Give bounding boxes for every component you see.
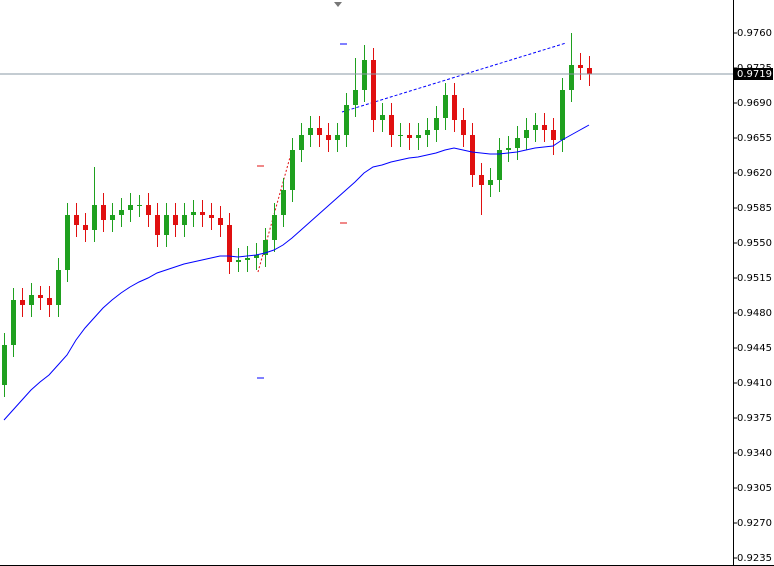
candle-body	[569, 65, 574, 90]
candle-body	[20, 300, 25, 305]
current-price-box	[734, 68, 773, 80]
candle-body	[398, 135, 403, 136]
candle-body	[389, 115, 394, 135]
candle-body	[155, 215, 160, 235]
y-tick-label: 0.9690	[737, 98, 772, 109]
candle-body	[74, 215, 79, 225]
candle-body	[182, 215, 187, 225]
candle-body	[587, 68, 592, 74]
candle-body	[83, 225, 88, 230]
candle-body	[110, 215, 115, 220]
candle-body	[488, 180, 493, 185]
candle-body	[290, 150, 295, 190]
candle-body	[515, 138, 520, 148]
candle-body	[353, 90, 358, 105]
y-tick-label: 0.9410	[737, 378, 772, 389]
candle-body	[371, 60, 376, 120]
fractals	[257, 43, 347, 379]
candle-body	[29, 295, 34, 305]
candle-body	[362, 60, 367, 90]
candle-body	[119, 210, 124, 215]
candle-body	[56, 270, 61, 305]
candle-body	[200, 212, 205, 215]
candle-body	[425, 130, 430, 135]
candle-body	[407, 135, 412, 138]
candle-body	[452, 95, 457, 120]
candle-body	[344, 105, 349, 135]
candle-body	[461, 120, 466, 135]
candle-body	[470, 135, 475, 175]
candle-body	[560, 90, 565, 140]
y-tick-label: 0.9340	[737, 448, 772, 459]
y-tick-label: 0.9305	[737, 483, 772, 494]
moving-average	[3, 124, 590, 421]
candle-body	[38, 295, 43, 298]
candle-body	[551, 130, 556, 140]
candle-body	[209, 215, 214, 218]
candle-body	[218, 218, 223, 225]
candle-body	[578, 65, 583, 68]
candle-body	[92, 205, 97, 230]
y-tick-label: 0.9375	[737, 413, 772, 424]
y-tick-label: 0.9550	[737, 238, 772, 249]
candle-body	[146, 205, 151, 215]
candle-body	[254, 255, 259, 258]
y-tick-label: 0.9235	[737, 553, 772, 564]
y-tick-label: 0.9760	[737, 28, 772, 39]
trend-line	[341, 42, 567, 113]
candle-body	[47, 298, 52, 305]
candle-body	[2, 345, 7, 385]
candle-body	[137, 205, 142, 206]
candle-body	[263, 240, 268, 255]
current-price-label: 0.9719	[737, 69, 772, 80]
y-tick-label: 0.9620	[737, 168, 772, 179]
candle-body	[497, 150, 502, 180]
candle-body	[443, 95, 448, 118]
candle-body	[272, 215, 277, 240]
shift-marker	[334, 2, 342, 7]
candle-body	[533, 125, 538, 130]
candle-body	[65, 215, 70, 270]
candle-body	[416, 135, 421, 138]
candle-body	[308, 128, 313, 135]
y-tick-label: 0.9515	[737, 273, 772, 284]
candle-body	[164, 215, 169, 235]
candle-body	[524, 130, 529, 138]
candle-body	[506, 148, 511, 150]
candle-body	[380, 115, 385, 120]
y-tick-label: 0.9585	[737, 203, 772, 214]
candle-body	[101, 205, 106, 220]
y-tick-label: 0.9270	[737, 518, 772, 529]
candle-body	[434, 118, 439, 130]
candle-body	[326, 135, 331, 140]
candle-body	[479, 175, 484, 185]
candle-body	[317, 128, 322, 135]
candle-body	[281, 190, 286, 215]
candle-body	[299, 135, 304, 150]
candle-body	[335, 135, 340, 140]
candle-body	[191, 212, 196, 215]
candle-body	[11, 300, 16, 345]
y-tick-label: 0.9445	[737, 343, 772, 354]
candle-body	[542, 125, 547, 130]
candle-body	[173, 215, 178, 225]
candle-body	[245, 258, 250, 260]
candle-body	[236, 260, 241, 262]
y-tick-label: 0.9655	[737, 133, 772, 144]
y-tick-label: 0.9480	[737, 308, 772, 319]
candle-body	[128, 205, 133, 210]
candle-body	[227, 225, 232, 262]
